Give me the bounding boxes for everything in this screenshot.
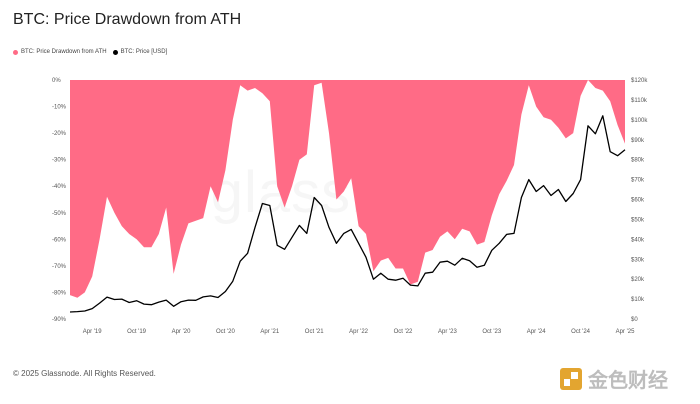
right-tick-label: $70k [631,178,645,184]
right-tick-label: $100k [631,118,648,124]
x-tick-label: Apr '23 [438,329,457,335]
x-tick-label: Oct '24 [571,329,590,335]
right-tick-label: $80k [631,158,645,164]
x-tick-label: Oct '19 [127,329,146,335]
corner-logo: 金色财经 [560,364,668,393]
chart-legend: BTC: Price Drawdown from ATH BTC: Price … [13,49,167,55]
legend-swatch-price [112,49,118,55]
right-tick-label: $60k [631,198,645,204]
right-tick-label: $20k [631,277,645,283]
x-tick-label: Apr '21 [260,329,279,335]
corner-logo-text: 金色财经 [588,368,668,392]
left-tick-label: -80% [52,290,67,296]
legend-swatch-drawdown [13,49,18,55]
x-tick-label: Apr '24 [527,329,546,335]
left-tick-label: -10% [52,105,67,111]
right-tick-label: $10k [631,297,645,303]
legend-item-drawdown[interactable]: BTC: Price Drawdown from ATH [13,49,107,55]
corner-logo-icon [560,367,582,390]
left-tick-label: 0% [52,78,61,84]
right-tick-label: $0 [631,317,638,323]
x-tick-label: Apr '20 [172,329,191,335]
right-tick-label: $30k [631,257,645,263]
right-tick-label: $110k [631,98,648,104]
x-tick-label: Apr '22 [349,329,368,335]
x-tick-label: Apr '19 [83,329,102,335]
legend-item-price[interactable]: BTC: Price [USD] [112,49,168,55]
left-tick-label: -60% [52,237,67,243]
right-tick-label: $40k [631,237,645,243]
x-tick-label: Oct '20 [216,329,235,335]
x-tick-label: Oct '21 [305,329,324,335]
chart-title: BTC: Price Drawdown from ATH [13,11,242,28]
right-tick-label: $50k [631,217,645,223]
x-tick-label: Oct '23 [482,329,501,335]
legend-label-price: BTC: Price [USD] [120,49,168,55]
x-tick-label: Apr '25 [616,329,635,335]
drawdown-area [70,80,625,298]
price-line [69,115,626,313]
x-tick-label: Oct '22 [394,329,413,335]
left-tick-label: -90% [52,317,67,323]
copyright-text: © 2025 Glassnode. All Rights Reserved. [13,369,156,378]
left-tick-label: -30% [52,158,67,164]
left-tick-label: -70% [52,264,67,270]
legend-label-drawdown: BTC: Price Drawdown from ATH [21,49,107,55]
right-tick-label: $90k [631,138,645,144]
left-tick-label: -40% [52,184,67,190]
right-tick-label: $120k [631,78,648,84]
left-tick-label: -50% [52,211,67,217]
left-tick-label: -20% [52,131,67,137]
